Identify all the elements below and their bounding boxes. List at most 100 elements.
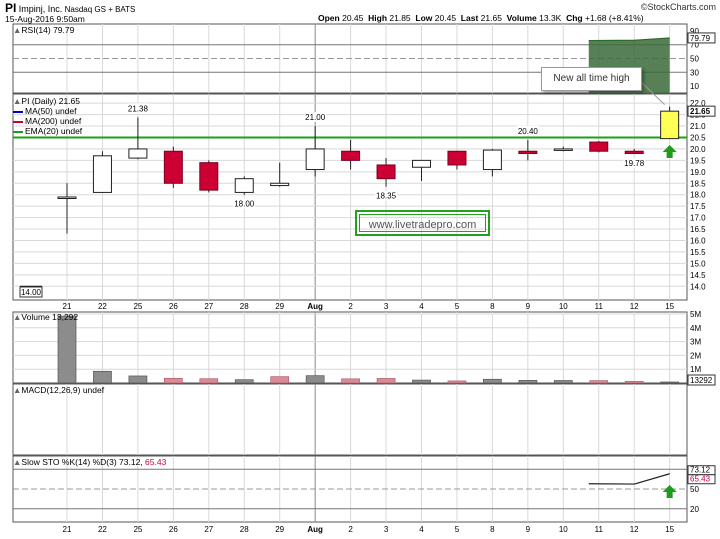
price-tick-label: 16.5 xyxy=(690,225,706,234)
volume-title: ▲Volume 13,292 xyxy=(13,312,79,322)
volume-value-label: 13292 xyxy=(690,376,713,385)
price-tick-label: 17.5 xyxy=(690,202,706,211)
rsi-tick-label: 10 xyxy=(690,82,699,91)
x-tick-label-bottom: 8 xyxy=(490,525,495,534)
volume-bar xyxy=(447,380,467,384)
price-tick-label: 14.0 xyxy=(690,282,706,291)
price-panel-frame xyxy=(12,93,688,301)
low-value: 20.45 xyxy=(434,13,457,23)
x-tick-label-top: 8 xyxy=(490,302,495,311)
legend-ma200: MA(200) undef xyxy=(13,116,81,126)
price-label: 21.38 xyxy=(128,104,149,113)
candle-body xyxy=(660,110,680,140)
x-tick-label-top: 12 xyxy=(630,302,639,311)
x-tick-label-bottom: 22 xyxy=(98,525,107,534)
candle-body xyxy=(447,150,467,166)
all-time-high-callout: New all time high xyxy=(541,67,642,91)
x-tick-label-top: 28 xyxy=(240,302,249,311)
x-tick-label-top: 10 xyxy=(559,302,568,311)
volume-bar xyxy=(93,370,112,384)
candle-body xyxy=(341,150,361,161)
candle-body xyxy=(376,164,396,180)
candle-body xyxy=(624,150,644,155)
quote-bar: Open 20.45 High 21.85 Low 20.45 Last 21.… xyxy=(318,13,644,23)
volume-tick-label: 1M xyxy=(690,365,701,374)
price-tick-label: 20.5 xyxy=(690,133,706,142)
candle-body xyxy=(234,178,254,193)
sto-k-line xyxy=(588,473,670,485)
volume-bar xyxy=(234,379,254,384)
company-name: Impinj, Inc. xyxy=(18,4,63,14)
sto-title: ▲Slow STO %K(14) %D(3) 73.12, 65.43 xyxy=(13,457,167,467)
volume-value: 13.3K xyxy=(539,13,562,23)
price-label: 18.35 xyxy=(376,192,397,201)
open-value: 20.45 xyxy=(342,13,364,23)
volume-bar xyxy=(341,378,360,384)
legend-ma50: MA(50) undef xyxy=(13,106,77,116)
x-tick-label-bottom: 26 xyxy=(169,525,178,534)
x-tick-label-bottom: 15 xyxy=(665,525,674,534)
candle-body xyxy=(92,155,112,193)
up-arrow-icon xyxy=(662,485,677,498)
price-value-box xyxy=(687,105,716,117)
x-tick-label-top: 4 xyxy=(419,302,424,311)
callout-pointer xyxy=(641,82,665,105)
candle-body xyxy=(128,148,148,159)
candle-body xyxy=(199,162,219,191)
candle-body xyxy=(163,150,183,184)
sto-k-label: 73.12 xyxy=(690,466,711,475)
price-tick-label: 15.0 xyxy=(690,259,706,268)
x-tick-label-bottom: 2 xyxy=(348,525,353,534)
price-panel-title: ▲PI (Daily) 21.65 xyxy=(13,96,81,106)
ma50-swatch xyxy=(13,110,23,113)
up-arrow-icon xyxy=(662,145,677,158)
volume-bar xyxy=(483,378,502,384)
price-tick-label: 20.0 xyxy=(690,145,706,154)
volume-bar xyxy=(305,375,325,384)
x-tick-label-bottom: 10 xyxy=(559,525,568,534)
price-tick-label: 19.5 xyxy=(690,156,706,165)
price-tick-label: 22.0 xyxy=(690,99,706,108)
price-label: 19.78 xyxy=(624,159,645,168)
candle-body xyxy=(589,141,609,152)
rsi-value-label: 79.79 xyxy=(690,34,711,43)
volume-bar xyxy=(199,378,219,384)
price-label-bg xyxy=(304,112,327,123)
price-label-bg xyxy=(233,198,256,209)
volume-bar xyxy=(376,378,396,384)
sto-d-label: 65.43 xyxy=(690,475,711,484)
volume-bar xyxy=(164,377,183,384)
price-tick-label: 18.0 xyxy=(690,191,706,200)
price-tick-label: 21.0 xyxy=(690,122,706,131)
volume-bar xyxy=(128,375,148,384)
ema20-swatch xyxy=(13,130,23,133)
sto-tick-label: 20 xyxy=(690,505,699,514)
candle-body xyxy=(57,196,77,199)
x-tick-label-top: 3 xyxy=(384,302,389,311)
x-tick-label-bottom: 4 xyxy=(419,525,424,534)
x-tick-label-bottom: 5 xyxy=(455,525,460,534)
exchange: Nasdaq GS + BATS xyxy=(64,5,136,14)
price-label: 14.00 xyxy=(21,288,42,297)
volume-tick-label: 4M xyxy=(690,324,701,333)
x-tick-label-top: 15 xyxy=(665,302,674,311)
price-tick-label: 16.0 xyxy=(690,236,706,245)
volume-tick-label: 3M xyxy=(690,338,701,347)
volume-bar xyxy=(589,380,609,384)
price-label: 20.40 xyxy=(518,127,539,136)
volume-bar xyxy=(624,380,644,384)
watermark: www.livetradepro.com xyxy=(355,210,490,236)
x-tick-label-bottom: 25 xyxy=(133,525,142,534)
sto-tick-label: 50 xyxy=(690,485,699,494)
x-tick-label-top: 5 xyxy=(455,302,460,311)
x-tick-label-bottom: 28 xyxy=(240,525,249,534)
x-tick-label-bottom: 21 xyxy=(63,525,72,534)
price-tick-label: 15.5 xyxy=(690,248,706,257)
x-tick-label-top: Aug xyxy=(307,302,323,311)
candle-body xyxy=(482,149,502,171)
x-tick-label-bottom: 12 xyxy=(630,525,639,534)
price-value-label: 21.65 xyxy=(690,107,711,116)
price-label-bg xyxy=(375,190,398,201)
volume-bar xyxy=(553,380,573,384)
x-tick-label-bottom: 3 xyxy=(384,525,389,534)
